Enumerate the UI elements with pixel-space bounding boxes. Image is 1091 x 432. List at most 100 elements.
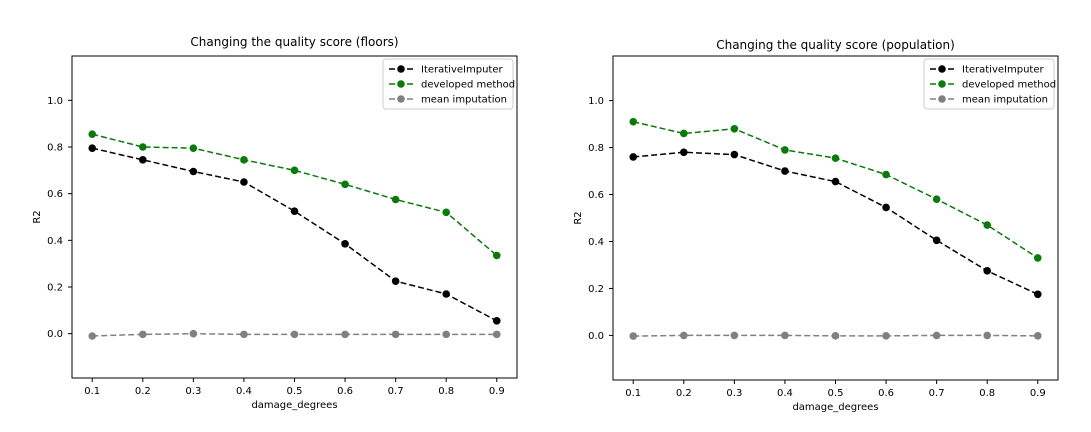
chart-title: Changing the quality score (floors) <box>190 35 398 49</box>
legend-marker <box>938 65 946 73</box>
data-point <box>679 129 688 138</box>
data-point <box>138 156 147 164</box>
data-point <box>88 130 97 138</box>
data-point <box>679 148 688 157</box>
data-point <box>679 331 688 340</box>
y-tick-label: 1.0 <box>47 96 63 107</box>
series-line <box>92 147 498 322</box>
data-point <box>492 330 501 339</box>
y-axis-label: R2 <box>32 210 43 223</box>
legend-label: IterativeImputer <box>421 65 503 76</box>
x-tick-label: 0.7 <box>388 386 404 397</box>
data-point <box>932 331 941 340</box>
legend-label: mean imputation <box>962 95 1048 106</box>
data-point <box>88 144 97 152</box>
legend-label: IterativeImputer <box>962 65 1044 76</box>
x-tick-label: 0.4 <box>777 388 793 399</box>
legend: IterativeImputer developed method mean imp… <box>923 58 1056 110</box>
data-point <box>492 251 501 260</box>
x-tick-label: 0.7 <box>929 388 945 399</box>
data-point <box>189 167 198 176</box>
legend-marker <box>397 65 405 73</box>
data-point <box>983 331 992 340</box>
legend-marker <box>938 80 946 88</box>
data-point <box>1033 254 1042 262</box>
data-point <box>629 153 638 161</box>
data-point <box>391 277 400 285</box>
data-point <box>341 240 349 248</box>
x-axis-label: damage_degrees <box>792 402 878 413</box>
x-axis-label: damage_degrees <box>251 400 337 411</box>
x-tick-label: 0.8 <box>979 388 995 399</box>
x-tick-label: 0.9 <box>1030 388 1046 399</box>
data-point <box>442 208 451 217</box>
y-tick-label: 0.6 <box>47 189 63 200</box>
data-point <box>781 146 789 154</box>
x-tick-label: 0.8 <box>438 386 454 397</box>
legend-marker <box>397 95 405 103</box>
x-tick-label: 0.2 <box>676 388 692 399</box>
axis-ticks: 0.1 0.2 0.3 0.4 0.5 0.6 0.7 0.8 0.9 0.0 0.2 0.4 0.6 0… <box>588 96 1046 399</box>
x-tick-label: 0.6 <box>878 388 894 399</box>
data-point <box>882 203 890 212</box>
data-point <box>629 332 638 340</box>
data-point <box>290 166 299 175</box>
data-point <box>240 178 248 186</box>
x-tick-label: 0.3 <box>726 388 742 399</box>
x-tick-label: 0.1 <box>84 386 100 397</box>
legend-label: mean imputation <box>421 95 507 106</box>
data-point <box>983 267 992 275</box>
data-point <box>189 144 198 152</box>
y-tick-label: 1.0 <box>588 96 604 107</box>
plot-area <box>71 55 518 379</box>
data-point <box>932 236 941 245</box>
data-point <box>290 330 299 339</box>
legend-marker <box>938 95 946 103</box>
data-point <box>442 330 451 339</box>
x-tick-label: 0.3 <box>185 386 201 397</box>
data-point <box>240 156 248 164</box>
data-point <box>781 331 789 340</box>
data-point <box>290 207 299 215</box>
x-tick-label: 0.5 <box>287 386 303 397</box>
data-point <box>492 317 501 325</box>
series-lines <box>629 117 1042 340</box>
data-point <box>1033 290 1042 299</box>
data-point <box>730 150 739 159</box>
data-point <box>730 124 739 133</box>
y-tick-label: 0.0 <box>588 331 604 342</box>
legend-label: developed method <box>421 80 515 91</box>
data-point <box>983 221 992 229</box>
data-point <box>629 117 638 126</box>
x-tick-label: 0.6 <box>337 386 353 397</box>
data-point <box>138 143 147 151</box>
data-point <box>391 330 400 339</box>
legend-marker <box>397 80 405 88</box>
series-lines <box>88 130 501 340</box>
data-point <box>831 154 840 162</box>
data-point <box>882 332 890 340</box>
series-line <box>633 151 1039 295</box>
data-point <box>932 195 941 204</box>
series-line <box>92 133 498 257</box>
data-point <box>882 170 890 179</box>
y-axis-label: R2 <box>573 211 584 224</box>
data-point <box>240 330 248 339</box>
x-tick-label: 0.9 <box>489 386 505 397</box>
y-tick-label: 0.4 <box>588 237 604 248</box>
data-point <box>391 195 400 204</box>
y-tick-label: 0.2 <box>47 283 63 294</box>
plot-area <box>612 55 1059 381</box>
data-point <box>138 330 147 339</box>
data-point <box>781 167 789 175</box>
data-point <box>730 331 739 340</box>
data-point <box>341 330 349 339</box>
data-point <box>442 290 451 298</box>
y-tick-label: 0.2 <box>588 284 604 295</box>
data-point <box>831 177 840 186</box>
y-tick-label: 0.0 <box>47 329 63 340</box>
chart-title: Changing the quality score (population) <box>716 38 955 52</box>
data-point <box>88 332 97 340</box>
data-point <box>1033 332 1042 340</box>
